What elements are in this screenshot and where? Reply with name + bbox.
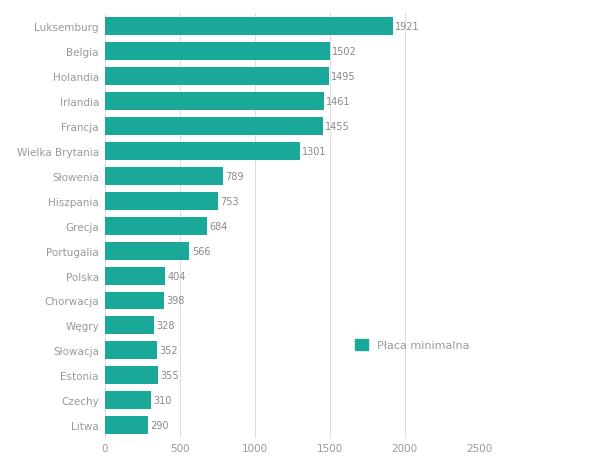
Text: 684: 684 (210, 221, 228, 231)
Bar (105, 18, 393, 36)
Text: 352: 352 (160, 346, 178, 356)
Bar (105, 92, 323, 110)
Text: 310: 310 (153, 396, 172, 406)
Bar (105, 217, 207, 235)
Text: 1502: 1502 (332, 47, 357, 57)
Bar (105, 392, 151, 409)
Bar (105, 367, 158, 385)
Legend: Płaca minimalna: Płaca minimalna (351, 335, 474, 355)
Bar (105, 342, 157, 360)
Bar (105, 118, 323, 135)
Bar (105, 292, 164, 310)
Text: 290: 290 (150, 420, 169, 430)
Bar (105, 192, 218, 210)
Bar (105, 167, 223, 185)
Text: 404: 404 (167, 271, 186, 281)
Bar (105, 142, 300, 160)
Text: 566: 566 (192, 246, 210, 256)
Bar (105, 68, 329, 86)
Text: 789: 789 (225, 171, 244, 181)
Text: 753: 753 (220, 196, 239, 206)
Text: 355: 355 (160, 371, 179, 381)
Text: 1921: 1921 (395, 22, 419, 32)
Bar (105, 43, 330, 60)
Text: 1455: 1455 (325, 121, 350, 131)
Text: 398: 398 (167, 296, 185, 306)
Bar (105, 242, 189, 260)
Bar (105, 267, 165, 285)
Text: 1301: 1301 (302, 146, 327, 156)
Text: 1461: 1461 (326, 97, 351, 107)
Text: 1495: 1495 (331, 71, 355, 81)
Text: 328: 328 (156, 321, 175, 331)
Bar (105, 416, 148, 435)
Bar (105, 317, 154, 335)
